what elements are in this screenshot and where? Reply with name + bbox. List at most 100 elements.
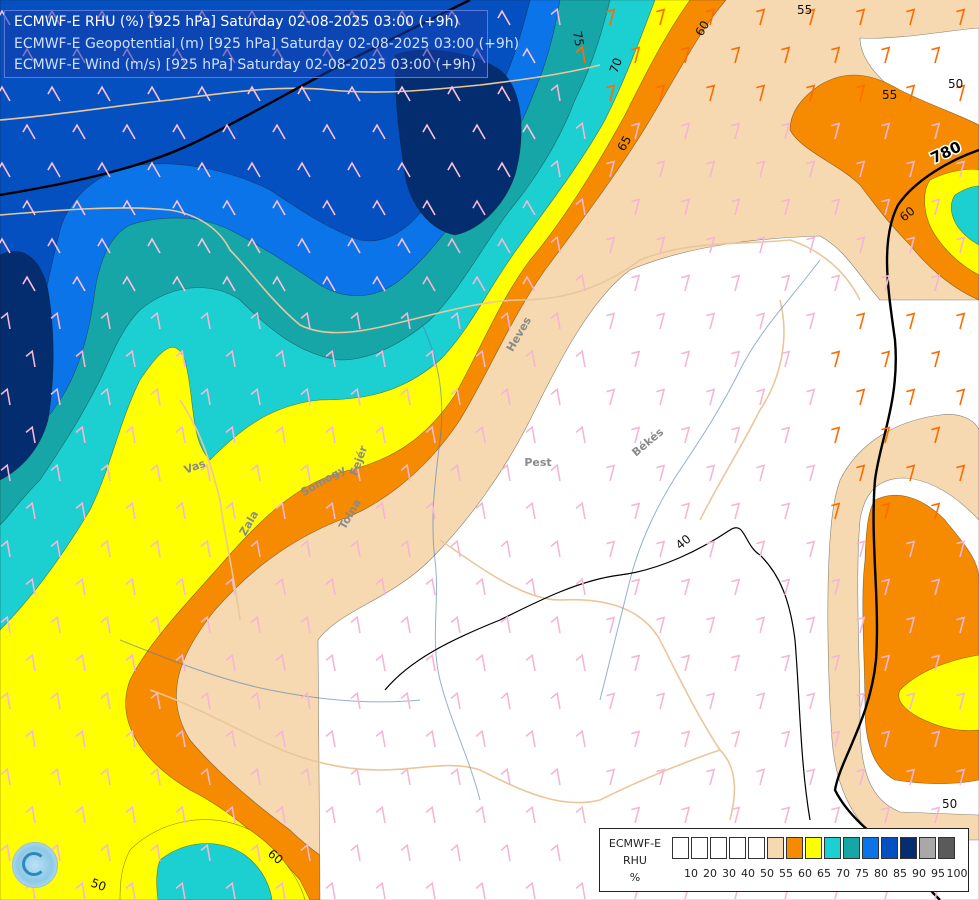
wind-barb <box>475 501 486 520</box>
wind-barb <box>550 615 561 634</box>
wind-barb <box>706 616 716 634</box>
wind-barb <box>375 729 386 748</box>
wind-barb <box>656 540 666 558</box>
wind-barb <box>422 199 436 216</box>
wind-barb <box>275 501 286 520</box>
wind-barb <box>447 161 461 178</box>
wind-barb <box>475 349 486 368</box>
wind-barb <box>25 577 36 596</box>
wind-barb <box>350 311 361 330</box>
wind-barb <box>756 464 766 482</box>
wind-barb <box>631 730 641 748</box>
wind-barb <box>756 388 766 406</box>
legend-tick: 55 <box>779 867 793 880</box>
legend-tick: 40 <box>741 867 755 880</box>
wind-barb <box>681 578 691 596</box>
wind-barb <box>831 730 841 748</box>
wind-barb <box>681 274 691 292</box>
wind-barb <box>150 615 161 634</box>
wind-barb <box>200 691 211 710</box>
wind-barb <box>525 729 536 748</box>
wind-barb <box>375 425 386 444</box>
wind-barb <box>956 236 966 254</box>
wind-barb <box>731 46 741 64</box>
wind-barb <box>906 236 916 254</box>
legend-swatch <box>729 837 746 859</box>
wind-barb <box>297 85 311 102</box>
wind-barb <box>731 806 741 824</box>
wind-barb <box>525 881 536 900</box>
wind-barb <box>500 387 511 406</box>
wind-barb <box>0 539 11 558</box>
wind-barb <box>575 273 586 292</box>
legend-swatch <box>805 837 822 859</box>
wind-barb <box>806 8 816 26</box>
country-border-south <box>149 689 736 821</box>
wind-barb <box>831 274 841 292</box>
wind-barb <box>425 501 436 520</box>
wind-barb <box>22 123 36 140</box>
wind-barb <box>275 577 286 596</box>
wind-barb <box>375 577 386 596</box>
wind-barb <box>656 692 666 710</box>
country-border-north <box>0 207 861 334</box>
rhu-band-90-west <box>0 251 54 481</box>
wind-barb <box>956 312 966 330</box>
wind-barb <box>656 312 666 330</box>
wind-barb <box>500 843 511 862</box>
wind-barb <box>400 615 411 634</box>
wind-barb <box>225 881 236 900</box>
wind-barb <box>656 388 666 406</box>
wind-barb <box>147 237 161 254</box>
wind-barb <box>125 501 136 520</box>
wind-barb <box>575 881 586 900</box>
legend-tick: 30 <box>722 867 736 880</box>
wind-barb <box>175 577 186 596</box>
wind-barb <box>125 881 136 900</box>
wind-barb <box>500 691 511 710</box>
wind-barb <box>550 311 561 330</box>
wind-barb <box>525 349 536 368</box>
legend-tick: 20 <box>703 867 717 880</box>
wind-barb <box>575 121 586 140</box>
wind-barbs <box>0 7 966 900</box>
wind-barb <box>200 463 211 482</box>
wind-barb <box>297 237 311 254</box>
legend-tick: 80 <box>874 867 888 880</box>
wind-barb <box>931 426 941 444</box>
wind-barb <box>956 616 966 634</box>
wind-barb <box>147 161 161 178</box>
wind-barb <box>522 47 536 64</box>
wind-barb <box>422 275 436 292</box>
wind-barb <box>100 539 111 558</box>
wind-barb <box>50 691 61 710</box>
wind-barb <box>475 881 486 900</box>
wind-barb <box>325 805 336 824</box>
wind-barb <box>397 237 411 254</box>
wind-barb <box>122 275 136 292</box>
rhu-band-55-east <box>827 414 979 841</box>
contour-label: 50 <box>942 797 957 811</box>
legend-swatch <box>767 837 784 859</box>
wind-barb <box>706 464 716 482</box>
wind-barb <box>931 578 941 596</box>
legend-swatch <box>786 837 803 859</box>
legend-tick: 70 <box>836 867 850 880</box>
wind-barb <box>300 615 311 634</box>
wind-barb <box>525 653 536 672</box>
wind-barb <box>425 349 436 368</box>
wind-barb <box>450 539 461 558</box>
wind-barb <box>525 805 536 824</box>
wind-barb <box>47 237 61 254</box>
wind-barb <box>856 540 866 558</box>
wind-barb <box>250 691 261 710</box>
wind-barb <box>906 160 916 178</box>
legend-swatch <box>900 837 917 859</box>
wind-barb <box>275 349 286 368</box>
wind-barb <box>606 160 616 178</box>
brand-logo-icon <box>12 842 58 888</box>
contour-label: 50 <box>948 77 963 91</box>
rivers <box>119 259 821 801</box>
wind-barb <box>575 349 586 368</box>
